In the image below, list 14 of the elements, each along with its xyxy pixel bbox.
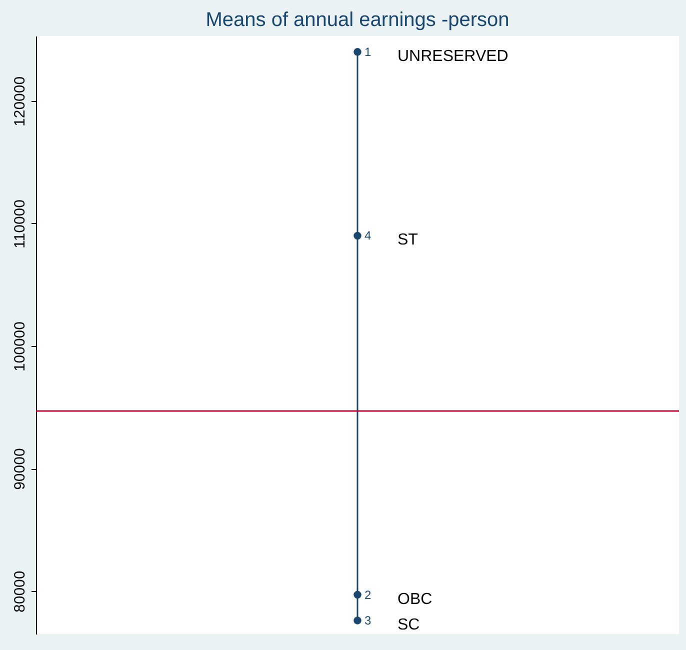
y-tick-label: 80000	[12, 570, 28, 612]
annotation: 3	[364, 614, 372, 628]
annotation: 1	[364, 44, 372, 59]
chart-title: Means of annual earnings -person	[206, 9, 510, 31]
annotation: 2	[364, 588, 372, 602]
text: OBC	[398, 590, 432, 608]
text: UNRESERVED	[398, 48, 508, 65]
y-tick-label: 120000	[12, 76, 28, 126]
annotation: 4	[364, 228, 372, 243]
y-tick-label: 90000	[12, 448, 28, 490]
text: SC	[398, 616, 420, 634]
y-tick-label: 100000	[12, 321, 28, 372]
y-tick-label: 110000	[12, 200, 28, 248]
text: ST	[398, 232, 418, 249]
